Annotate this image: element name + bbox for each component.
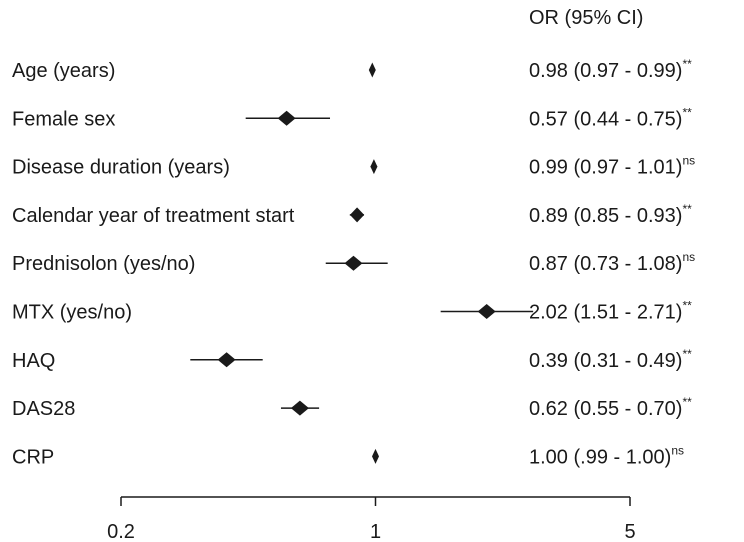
forest-row: CRP 1.00 (.99 - 1.00)ns — [12, 443, 684, 468]
row-label: Calendar year of treatment start — [12, 205, 295, 227]
row-label: DAS28 — [12, 398, 75, 420]
ci-value: 0.99 (0.97 - 1.01) — [529, 157, 682, 179]
significance-marker: ** — [682, 347, 692, 361]
ci-text: 0.57 (0.44 - 0.75)** — [529, 105, 692, 130]
ci-text: 0.99 (0.97 - 1.01)ns — [529, 154, 695, 179]
ci-text: 0.39 (0.31 - 0.49)** — [529, 347, 692, 372]
row-label: Age (years) — [12, 60, 115, 82]
row-label: CRP — [12, 446, 54, 468]
ci-value: 0.62 (0.55 - 0.70) — [529, 398, 682, 420]
row-label: HAQ — [12, 350, 55, 372]
ci-text: 0.62 (0.55 - 0.70)** — [529, 395, 692, 420]
row-label: MTX (yes/no) — [12, 302, 132, 324]
ci-value: 0.87 (0.73 - 1.08) — [529, 253, 682, 275]
significance-marker: ** — [682, 202, 692, 216]
or-marker — [372, 448, 379, 464]
or-marker — [349, 207, 365, 223]
ci-text: 0.98 (0.97 - 0.99)** — [529, 57, 692, 82]
ci-value: 0.89 (0.85 - 0.93) — [529, 205, 682, 227]
significance-marker: ** — [682, 57, 692, 71]
row-label: Prednisolon (yes/no) — [12, 253, 195, 275]
or-marker — [368, 62, 376, 78]
forest-row: DAS28 0.62 (0.55 - 0.70)** — [12, 395, 692, 420]
forest-row: MTX (yes/no) 2.02 (1.51 - 2.71)** — [12, 299, 692, 324]
ci-value: 0.39 (0.31 - 0.49) — [529, 350, 682, 372]
ci-value: 0.57 (0.44 - 0.75) — [529, 108, 682, 130]
x-tick-label: 1 — [370, 521, 381, 542]
significance-marker: ns — [682, 154, 695, 168]
forest-row: Female sex 0.57 (0.44 - 0.75)** — [12, 105, 692, 130]
significance-marker: ** — [682, 299, 692, 313]
significance-marker: ns — [671, 443, 684, 457]
ci-value: 2.02 (1.51 - 2.71) — [529, 302, 682, 324]
or-marker — [217, 352, 236, 368]
ci-text: 0.87 (0.73 - 1.08)ns — [529, 250, 695, 275]
ci-value: 0.98 (0.97 - 0.99) — [529, 60, 682, 82]
ci-text: 2.02 (1.51 - 2.71)** — [529, 299, 692, 324]
or-marker — [277, 110, 296, 126]
forest-row: Prednisolon (yes/no) 0.87 (0.73 - 1.08)ns — [12, 250, 695, 275]
or-marker — [290, 400, 309, 416]
ci-header: OR (95% CI) — [529, 7, 643, 29]
ci-text: 0.89 (0.85 - 0.93)** — [529, 202, 692, 227]
x-tick-label: 5 — [624, 521, 635, 542]
or-marker — [477, 304, 496, 319]
ci-text: 1.00 (.99 - 1.00)ns — [529, 443, 684, 468]
row-label: Female sex — [12, 108, 115, 130]
significance-marker: ** — [682, 105, 692, 119]
forest-row: Age (years) 0.98 (0.97 - 0.99)** — [12, 57, 692, 82]
x-tick-label: 0.2 — [107, 521, 135, 542]
row-label: Disease duration (years) — [12, 157, 230, 179]
ci-value: 1.00 (.99 - 1.00) — [529, 446, 671, 468]
significance-marker: ns — [682, 250, 695, 264]
significance-marker: ** — [682, 395, 692, 409]
x-axis: 0.2 1 5 — [107, 496, 636, 542]
forest-row: Disease duration (years) 0.99 (0.97 - 1.0… — [12, 154, 695, 179]
forest-row: Calendar year of treatment start 0.89 (0.… — [12, 202, 692, 227]
or-marker — [344, 255, 363, 271]
forest-rows: Age (years) 0.98 (0.97 - 0.99)**Female se… — [12, 57, 695, 468]
or-marker — [370, 159, 378, 175]
forest-row: HAQ 0.39 (0.31 - 0.49)** — [12, 347, 692, 372]
